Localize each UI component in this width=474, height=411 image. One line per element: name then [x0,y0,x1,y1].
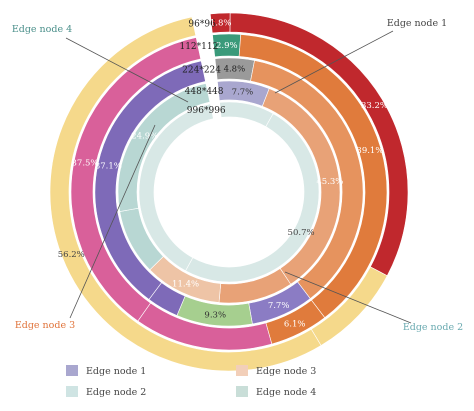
segment-label: 24.9% [131,131,158,141]
legend-label: Edge node 1 [86,366,146,377]
ring-size-label: 996*996 [187,106,226,116]
legend-swatch [236,386,248,397]
ring-segment [70,37,202,322]
segment-label: 9.3% [204,311,226,321]
callout-label: Edge node 2 [403,322,463,333]
callout-leader-line [65,37,189,103]
ring-segment [49,16,322,372]
segment-label: 2.9% [216,41,238,51]
legend-label: Edge node 4 [256,387,316,398]
ring-segment [94,60,206,300]
segment-label: 33.2% [361,101,388,111]
callouts: Edge node 1 Edge node 2 Edge node 3 Edge no… [12,18,463,333]
legend-swatch [66,365,78,376]
segment-label: 37.5% [72,158,99,168]
donut-rings [49,12,409,372]
segment-label: 11.4% [172,280,199,290]
callout-label: Edge node 1 [387,18,447,29]
segment-label: 50.7% [288,228,315,238]
segment-label: 1.8% [210,19,232,29]
callout-label: Edge node 3 [15,320,75,331]
segment-label: 37.1% [95,162,122,172]
callout-leader-line [69,124,156,319]
segment-label: 7.7% [232,87,254,97]
legend-swatch [236,365,248,376]
legend-label: Edge node 3 [256,366,316,377]
ring-segment [138,103,214,272]
ring-size-label: 224*224 [182,65,221,75]
segment-label: 39.1% [356,146,383,156]
callout-label: Edge node 4 [12,24,72,35]
legend-label: Edge node 2 [86,387,146,398]
segment-label: 45.3% [316,177,343,187]
ring-size-label: 448*448 [185,87,224,97]
callout-leader-line [284,271,412,324]
ring-size-label: 112*112 [179,42,218,52]
ring-segment [117,83,211,212]
segment-label: 4.8% [224,65,246,75]
segment-labels: 1.8% 33.2% 56.2% 2.9% 39.1% 6.1% 37.5% 4.8% 7.7%… [58,19,388,330]
segment-label: 6.1% [284,320,306,330]
ring-size-label: 96*96 [188,20,216,30]
legend-swatch [66,386,78,397]
legend: Edge node 1 Edge node 3 Edge node 2 Edge no… [66,365,316,398]
callout-leader-line [274,30,394,94]
segment-label: 7.7% [268,301,290,311]
ring-labels: 96*96 112*112 224*224 448*448 996*996 [179,20,225,116]
segment-label: 56.2% [58,250,85,260]
